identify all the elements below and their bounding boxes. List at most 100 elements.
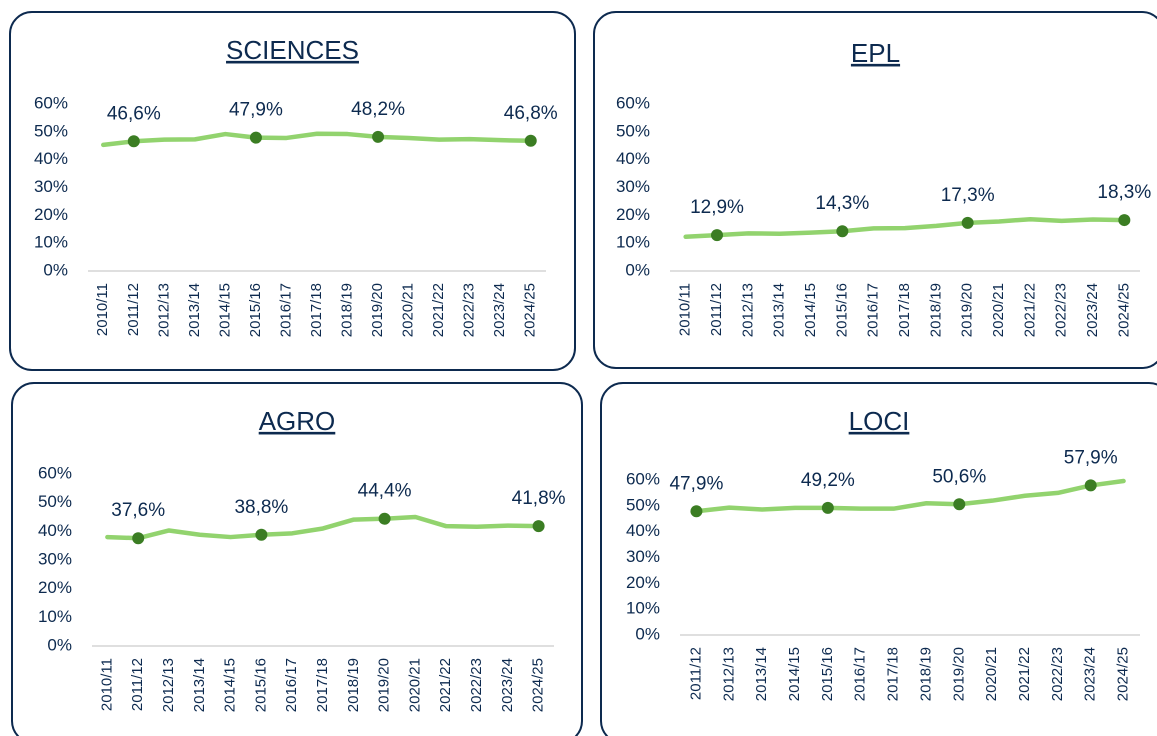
x-tick-label: 2015/16 <box>819 647 836 701</box>
data-point <box>249 131 262 144</box>
data-label: 14,3% <box>815 193 869 214</box>
y-tick-label: 40% <box>34 149 68 168</box>
x-tick-label: 2014/15 <box>222 658 239 712</box>
y-tick-label: 20% <box>34 205 68 224</box>
data-label: 49,2% <box>801 470 855 491</box>
x-tick-label: 2021/22 <box>1021 283 1038 337</box>
data-label: 12,9% <box>690 197 744 218</box>
x-tick-label: 2022/23 <box>1053 283 1070 337</box>
y-tick-label: 60% <box>38 463 72 482</box>
x-tick-label: 2016/17 <box>865 283 882 337</box>
x-tick-label: 2023/24 <box>499 658 516 712</box>
x-tick-label: 2015/16 <box>252 658 269 712</box>
chart-title: SCIENCES <box>226 35 359 65</box>
x-tick-label: 2018/19 <box>345 658 362 712</box>
y-tick-label: 10% <box>616 233 650 252</box>
y-tick-label: 50% <box>616 121 650 140</box>
x-tick-label: 2012/13 <box>160 658 177 712</box>
x-tick-label: 2020/21 <box>406 658 423 712</box>
data-label: 50,6% <box>932 466 986 487</box>
x-tick-label: 2017/18 <box>308 283 325 337</box>
data-label: 47,9% <box>229 100 283 121</box>
y-tick-label: 0% <box>47 635 72 654</box>
x-tick-label: 2022/23 <box>468 658 485 712</box>
series-line <box>683 216 1127 240</box>
y-tick-label: 0% <box>625 260 650 279</box>
y-tick-label: 60% <box>34 93 68 112</box>
x-tick-label: 2020/21 <box>400 283 417 337</box>
x-tick-label: 2013/14 <box>186 283 203 337</box>
chart-panel: LOCI 0% 10% 20% 30% 40% 50% 60% 2011/12 2012/13 20… <box>600 382 1157 736</box>
x-tick-label: 2014/15 <box>216 283 233 337</box>
x-tick-label: 2013/14 <box>191 658 208 712</box>
data-label: 41,8% <box>512 488 566 509</box>
x-tick-label: 2019/20 <box>376 658 393 712</box>
x-tick-label: 2018/19 <box>927 283 944 337</box>
chart-panel: EPL 0% 10% 20% 30% 40% 50% 60% 2010/11 2011/12 201… <box>593 11 1157 369</box>
series-line <box>105 514 541 541</box>
x-tick-label: 2012/13 <box>739 283 756 337</box>
chart-title: AGRO <box>259 406 336 436</box>
y-tick-label: 50% <box>34 121 68 140</box>
data-label: 57,9% <box>1064 447 1118 468</box>
panel-border <box>593 11 1157 369</box>
data-point <box>1084 479 1097 492</box>
y-tick-label: 10% <box>34 233 68 252</box>
data-point <box>711 229 723 242</box>
x-tick-label: 2011/12 <box>708 283 725 336</box>
y-tick-label: 10% <box>38 607 72 626</box>
data-point <box>127 135 140 148</box>
x-tick-label: 2022/23 <box>1049 647 1066 701</box>
panel-border <box>9 11 576 371</box>
data-label: 46,8% <box>504 103 558 124</box>
data-point <box>1118 214 1131 227</box>
y-tick-label: 0% <box>635 624 660 643</box>
data-label: 47,9% <box>669 473 723 494</box>
y-tick-label: 30% <box>34 177 68 196</box>
y-tick-label: 20% <box>626 573 660 592</box>
data-point <box>690 505 703 518</box>
data-label: 38,8% <box>234 497 288 518</box>
x-tick-label: 2015/16 <box>247 283 264 337</box>
chart-panel: AGRO 0% 10% 20% 30% 40% 50% 60% 2010/11 2011/12 20… <box>11 382 583 736</box>
x-tick-label: 2018/19 <box>339 283 356 337</box>
x-tick-label: 2021/22 <box>430 283 447 337</box>
x-tick-label: 2010/11 <box>677 283 694 336</box>
y-tick-label: 30% <box>38 549 72 568</box>
data-label: 48,2% <box>351 99 405 120</box>
y-tick-label: 30% <box>626 547 660 566</box>
y-tick-label: 60% <box>626 469 660 488</box>
y-tick-label: 60% <box>616 93 650 112</box>
x-tick-label: 2018/19 <box>917 647 934 701</box>
y-tick-label: 40% <box>616 149 650 168</box>
data-point <box>821 501 834 514</box>
series-line <box>101 131 533 148</box>
x-tick-label: 2019/20 <box>369 283 386 337</box>
x-tick-label: 2016/17 <box>277 283 294 337</box>
y-tick-label: 50% <box>38 492 72 511</box>
x-tick-label: 2012/13 <box>720 647 737 701</box>
series-line <box>694 478 1126 514</box>
x-tick-label: 2023/24 <box>491 283 508 337</box>
x-tick-label: 2010/11 <box>94 283 111 336</box>
x-tick-label: 2024/25 <box>522 283 539 337</box>
x-tick-label: 2013/14 <box>771 283 788 337</box>
x-tick-label: 2019/20 <box>959 283 976 337</box>
x-tick-label: 2020/21 <box>983 647 1000 701</box>
y-tick-label: 40% <box>626 521 660 540</box>
x-tick-label: 2022/23 <box>461 283 478 337</box>
x-tick-label: 2024/25 <box>530 658 547 712</box>
x-tick-label: 2012/13 <box>155 283 172 337</box>
data-point <box>961 216 974 229</box>
data-point <box>378 512 391 525</box>
panel-border <box>11 382 583 736</box>
x-tick-label: 2016/17 <box>283 658 300 712</box>
y-tick-label: 30% <box>616 177 650 196</box>
x-tick-label: 2017/18 <box>896 283 913 337</box>
data-point <box>255 528 268 541</box>
x-tick-label: 2017/18 <box>314 658 331 712</box>
x-tick-label: 2011/12 <box>687 647 704 700</box>
data-label: 46,6% <box>107 103 161 124</box>
x-tick-label: 2014/15 <box>802 283 819 337</box>
